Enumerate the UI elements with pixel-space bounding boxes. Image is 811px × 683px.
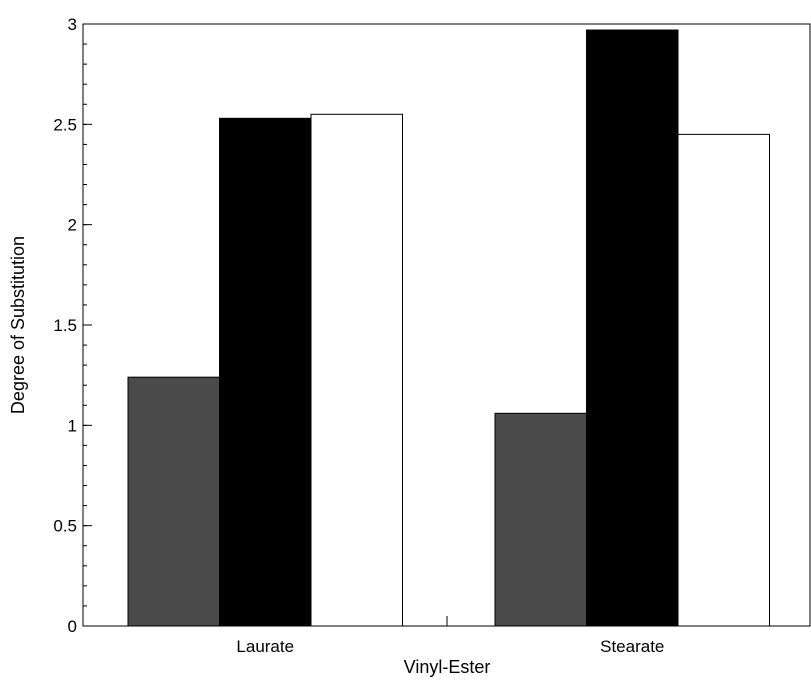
x-axis-title: Vinyl-Ester xyxy=(404,657,491,677)
bar-stearate-series-2 xyxy=(586,29,679,627)
x-tick-label-stearate: Stearate xyxy=(600,637,664,656)
bar-laurate-series-2 xyxy=(219,117,312,627)
bar-stearate-series-3 xyxy=(677,133,770,627)
y-minor-ticks xyxy=(83,23,87,627)
y-axis-ticks: 0 0.5 1 1.5 2 2.5 3 xyxy=(53,15,92,636)
y-tick-label: 1.5 xyxy=(53,316,77,335)
y-tick-label: 0 xyxy=(68,617,77,636)
y-tick-label: 3 xyxy=(68,15,77,34)
bar-laurate-series-3 xyxy=(310,113,403,627)
bars xyxy=(127,29,770,627)
bar-stearate-series-1 xyxy=(494,412,587,627)
y-axis-title: Degree of Substitution xyxy=(8,236,28,414)
y-tick-label: 0.5 xyxy=(53,517,77,536)
y-tick-label: 1 xyxy=(68,416,77,435)
x-tick-label-laurate: Laurate xyxy=(236,637,294,656)
bar-laurate-series-1 xyxy=(127,376,220,627)
y-tick-label: 2 xyxy=(68,216,77,235)
y-tick-label: 2.5 xyxy=(53,115,77,134)
x-axis-ticks: Laurate Stearate xyxy=(236,616,664,656)
